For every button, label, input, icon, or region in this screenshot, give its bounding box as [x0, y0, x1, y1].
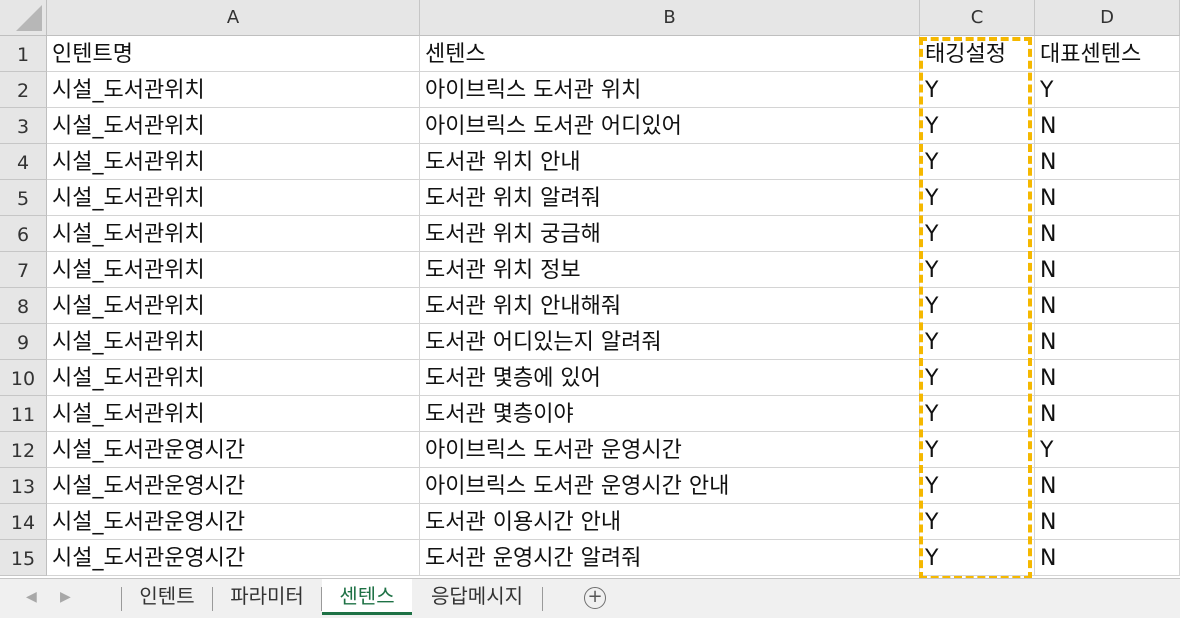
row-header[interactable]: 11: [0, 396, 47, 432]
cell-intent-name[interactable]: 시설_도서관위치: [47, 144, 420, 180]
cell-representative[interactable]: N: [1035, 324, 1180, 360]
select-all-corner[interactable]: [0, 0, 47, 36]
row-header[interactable]: 13: [0, 468, 47, 504]
column-header-a[interactable]: A: [47, 0, 420, 36]
cell-sentence[interactable]: 도서관 위치 안내해줘: [420, 288, 920, 324]
cell-intent-name[interactable]: 시설_도서관위치: [47, 360, 420, 396]
cell-tagging[interactable]: Y: [920, 396, 1035, 432]
cell-representative[interactable]: Y: [1035, 72, 1180, 108]
tab-parameter[interactable]: 파라미터: [230, 584, 304, 608]
row-header[interactable]: 5: [0, 180, 47, 216]
row-header[interactable]: 7: [0, 252, 47, 288]
cell-sentence[interactable]: 도서관 몇층이야: [420, 396, 920, 432]
cell-intent-name[interactable]: 시설_도서관위치: [47, 324, 420, 360]
cell-intent-name[interactable]: 시설_도서관위치: [47, 180, 420, 216]
cell-tagging[interactable]: Y: [920, 180, 1035, 216]
column-header-c[interactable]: C: [920, 0, 1035, 36]
cell-sentence[interactable]: 아이브릭스 도서관 운영시간 안내: [420, 468, 920, 504]
row-header[interactable]: 1: [0, 36, 47, 72]
row-header[interactable]: 12: [0, 432, 47, 468]
cell-representative[interactable]: N: [1035, 216, 1180, 252]
cell-tagging[interactable]: Y: [920, 432, 1035, 468]
cell-sentence[interactable]: 도서관 위치 궁금해: [420, 216, 920, 252]
cell-tagging[interactable]: Y: [920, 252, 1035, 288]
cell-intent-name[interactable]: 시설_도서관위치: [47, 396, 420, 432]
next-sheet-icon[interactable]: ▶: [60, 589, 71, 605]
cell-tagging[interactable]: Y: [920, 504, 1035, 540]
row-header[interactable]: 14: [0, 504, 47, 540]
row-header[interactable]: 15: [0, 540, 47, 576]
sheet-tab-bar: ◀ ▶ 인텐트 파라미터 센텐스 응답메시지 +: [0, 578, 1180, 618]
cell-intent-name[interactable]: 시설_도서관위치: [47, 288, 420, 324]
cell-sentence[interactable]: 아이브릭스 도서관 어디있어: [420, 108, 920, 144]
cell-intent-name[interactable]: 시설_도서관운영시간: [47, 468, 420, 504]
cell-sentence[interactable]: 센텐스: [420, 36, 920, 72]
cell-intent-name[interactable]: 시설_도서관위치: [47, 108, 420, 144]
row-header[interactable]: 2: [0, 72, 47, 108]
cell-intent-name[interactable]: 시설_도서관운영시간: [47, 540, 420, 576]
cell-representative[interactable]: N: [1035, 468, 1180, 504]
cell-representative[interactable]: N: [1035, 504, 1180, 540]
cell-sentence[interactable]: 도서관 이용시간 안내: [420, 504, 920, 540]
cell-sentence[interactable]: 도서관 위치 알려줘: [420, 180, 920, 216]
cell-tagging[interactable]: Y: [920, 216, 1035, 252]
cell-representative[interactable]: 대표센텐스: [1035, 36, 1180, 72]
add-sheet-icon[interactable]: +: [584, 587, 606, 609]
column-header-d[interactable]: D: [1035, 0, 1180, 36]
column-header-b[interactable]: B: [420, 0, 920, 36]
cell-sentence[interactable]: 도서관 위치 안내: [420, 144, 920, 180]
cell-sentence[interactable]: 아이브릭스 도서관 운영시간: [420, 432, 920, 468]
tab-sentence[interactable]: 센텐스: [322, 579, 412, 615]
cell-representative[interactable]: Y: [1035, 432, 1180, 468]
cell-tagging[interactable]: Y: [920, 108, 1035, 144]
cell-intent-name[interactable]: 시설_도서관위치: [47, 72, 420, 108]
cell-sentence[interactable]: 도서관 위치 정보: [420, 252, 920, 288]
cell-tagging[interactable]: Y: [920, 324, 1035, 360]
cell-representative[interactable]: N: [1035, 396, 1180, 432]
cell-tagging[interactable]: 태깅설정: [920, 36, 1035, 72]
cell-tagging[interactable]: Y: [920, 360, 1035, 396]
row-header[interactable]: 9: [0, 324, 47, 360]
spreadsheet-grid: A B C D 1 인텐트명 센텐스 태깅설정 대표센텐스 2 시설_도서관위치 아이브릭스 …: [0, 0, 1180, 578]
cell-sentence[interactable]: 도서관 운영시간 알려줘: [420, 540, 920, 576]
row-header[interactable]: 3: [0, 108, 47, 144]
cell-intent-name[interactable]: 시설_도서관운영시간: [47, 504, 420, 540]
cell-intent-name[interactable]: 시설_도서관위치: [47, 252, 420, 288]
cell-sentence[interactable]: 아이브릭스 도서관 위치: [420, 72, 920, 108]
cell-intent-name[interactable]: 시설_도서관운영시간: [47, 432, 420, 468]
tab-intent[interactable]: 인텐트: [139, 584, 195, 608]
tab-response-message[interactable]: 응답메시지: [431, 584, 523, 608]
cell-tagging[interactable]: Y: [920, 540, 1035, 576]
row-header[interactable]: 4: [0, 144, 47, 180]
previous-sheet-icon[interactable]: ◀: [26, 589, 37, 605]
row-header[interactable]: 6: [0, 216, 47, 252]
cell-sentence[interactable]: 도서관 몇층에 있어: [420, 360, 920, 396]
cell-sentence[interactable]: 도서관 어디있는지 알려줘: [420, 324, 920, 360]
cell-representative[interactable]: N: [1035, 180, 1180, 216]
cell-tagging[interactable]: Y: [920, 468, 1035, 504]
cell-representative[interactable]: N: [1035, 252, 1180, 288]
cell-tagging[interactable]: Y: [920, 288, 1035, 324]
row-header[interactable]: 10: [0, 360, 47, 396]
cell-representative[interactable]: N: [1035, 540, 1180, 576]
cell-representative[interactable]: N: [1035, 288, 1180, 324]
row-header[interactable]: 8: [0, 288, 47, 324]
cell-intent-name[interactable]: 시설_도서관위치: [47, 216, 420, 252]
cell-representative[interactable]: N: [1035, 108, 1180, 144]
cell-representative[interactable]: N: [1035, 144, 1180, 180]
cell-tagging[interactable]: Y: [920, 72, 1035, 108]
cell-tagging[interactable]: Y: [920, 144, 1035, 180]
cell-representative[interactable]: N: [1035, 360, 1180, 396]
cell-intent-name[interactable]: 인텐트명: [47, 36, 420, 72]
